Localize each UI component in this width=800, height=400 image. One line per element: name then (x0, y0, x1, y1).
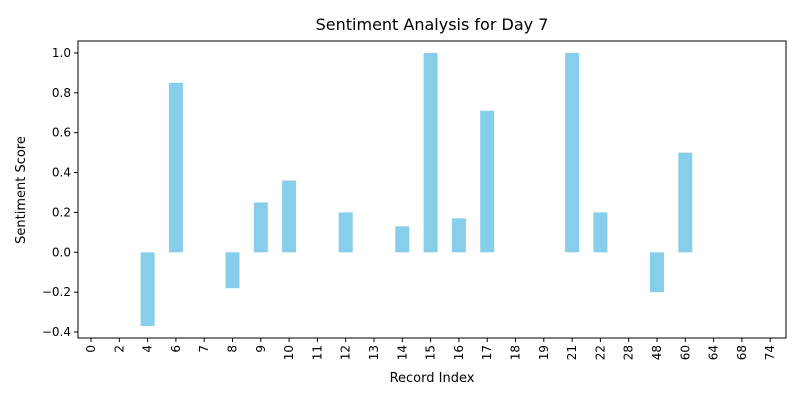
bar-9 (253, 202, 268, 253)
y-tick-label-1.0: 1.0 (52, 46, 71, 60)
bar-21 (565, 52, 580, 253)
bar-4 (140, 252, 155, 327)
x-tick-label-15: 15 (424, 345, 438, 360)
y-axis-label: Sentiment Score (14, 136, 29, 244)
bars-group (140, 52, 693, 327)
x-tick-label-22: 22 (593, 345, 607, 360)
chart-title: Sentiment Analysis for Day 7 (316, 15, 549, 34)
x-tick-label-28: 28 (622, 345, 636, 360)
x-tick-label-14: 14 (395, 345, 409, 360)
x-tick-label-9: 9 (254, 345, 268, 353)
x-tick-label-16: 16 (452, 345, 466, 360)
x-tick-label-8: 8 (226, 345, 240, 353)
bar-8 (225, 252, 240, 289)
bar-14 (395, 226, 410, 253)
x-tick-label-19: 19 (537, 345, 551, 360)
x-tick-label-18: 18 (509, 345, 523, 360)
x-tick-label-10: 10 (282, 345, 296, 360)
bar-10 (282, 180, 297, 253)
x-tick-label-68: 68 (735, 345, 749, 360)
x-tick-label-2: 2 (112, 345, 126, 353)
y-tick-label-0.8: 0.8 (52, 86, 71, 100)
x-tick-label-0: 0 (84, 345, 98, 353)
bar-6 (168, 82, 183, 253)
x-axis-label: Record Index (390, 371, 475, 386)
x-tick-label-13: 13 (367, 345, 381, 360)
x-axis: 0 2 4 6 7 8 9 10 11 12 13 14 15 16 17 18 19 21 22 28 48 60 64 6… (84, 338, 777, 360)
bar-12 (338, 212, 353, 253)
x-tick-label-4: 4 (141, 345, 155, 353)
bar-15 (423, 52, 438, 253)
plot-frame (77, 40, 787, 339)
x-tick-label-7: 7 (197, 345, 211, 353)
x-tick-label-60: 60 (678, 345, 692, 360)
x-tick-label-11: 11 (310, 345, 324, 360)
y-tick-label-0.2: 0.2 (52, 205, 71, 219)
bar-60 (678, 152, 693, 253)
bar-22 (593, 212, 608, 253)
y-tick-label--0.2: −0.2 (42, 285, 71, 299)
bar-48 (650, 252, 664, 293)
x-tick-label-48: 48 (650, 345, 664, 360)
x-tick-label-21: 21 (565, 345, 579, 360)
y-tick-label--0.4: −0.4 (42, 325, 71, 339)
x-tick-label-17: 17 (480, 345, 494, 360)
x-tick-label-64: 64 (707, 345, 721, 360)
y-tick-label-0.6: 0.6 (52, 126, 71, 140)
y-tick-label-0.4: 0.4 (52, 166, 71, 180)
bar-16 (451, 218, 466, 253)
y-tick-label-0.0: 0.0 (52, 245, 71, 259)
bar-17 (480, 110, 495, 253)
y-axis: −0.4 −0.2 0.0 0.2 0.4 0.6 0.8 1.0 (42, 46, 78, 339)
x-tick-label-12: 12 (339, 345, 353, 360)
x-tick-label-6: 6 (169, 345, 183, 353)
x-tick-label-74: 74 (763, 345, 777, 360)
